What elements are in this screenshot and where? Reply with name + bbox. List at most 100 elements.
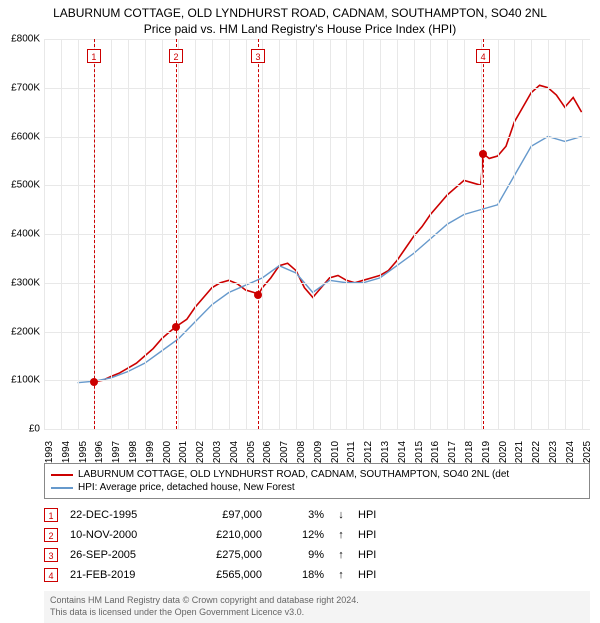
sale-row: 122-DEC-1995£97,0003%↓HPI <box>44 505 590 525</box>
sale-price: £565,000 <box>182 569 262 581</box>
marker-box: 1 <box>87 49 101 63</box>
y-tick-label: £200K <box>11 326 40 337</box>
series-line-property <box>94 327 176 382</box>
grid-line-v <box>464 39 465 429</box>
arrow-icon: ↑ <box>336 529 346 541</box>
marker-box: 2 <box>169 49 183 63</box>
legend-label-property: LABURNUM COTTAGE, OLD LYNDHURST ROAD, CA… <box>78 469 509 480</box>
grid-line-h <box>44 185 590 186</box>
x-tick-label: 2022 <box>531 441 542 463</box>
sale-hpi: HPI <box>358 569 388 581</box>
sale-num: 1 <box>44 508 58 522</box>
marker-line <box>483 39 484 429</box>
x-tick-label: 1993 <box>44 441 55 463</box>
grid-line-h <box>44 88 590 89</box>
grid-line-v <box>262 39 263 429</box>
grid-line-v <box>145 39 146 429</box>
grid-line-v <box>582 39 583 429</box>
grid-line-h <box>44 380 590 381</box>
grid-line-v <box>531 39 532 429</box>
grid-line-v <box>162 39 163 429</box>
sales-table: 122-DEC-1995£97,0003%↓HPI210-NOV-2000£21… <box>44 505 590 585</box>
grid-line-v <box>44 39 45 429</box>
y-tick-label: £800K <box>11 34 40 45</box>
grid-line-v <box>178 39 179 429</box>
grid-line-v <box>212 39 213 429</box>
grid-line-v <box>447 39 448 429</box>
grid-line-v <box>363 39 364 429</box>
x-tick-label: 2007 <box>279 441 290 463</box>
sale-hpi: HPI <box>358 549 388 561</box>
grid-line-v <box>514 39 515 429</box>
footnote-line2: This data is licensed under the Open Gov… <box>50 607 584 619</box>
x-tick-label: 1996 <box>94 441 105 463</box>
grid-line-v <box>498 39 499 429</box>
grid-line-v <box>78 39 79 429</box>
legend: LABURNUM COTTAGE, OLD LYNDHURST ROAD, CA… <box>44 463 590 499</box>
x-tick-label: 1998 <box>128 441 139 463</box>
x-tick-label: 2020 <box>498 441 509 463</box>
sale-row: 3 26-SEP-2005 £275,000 9% ↑ HPI <box>44 545 590 565</box>
legend-swatch-hpi <box>51 487 73 489</box>
chart-container: LABURNUM COTTAGE, OLD LYNDHURST ROAD, CA… <box>0 0 600 620</box>
sale-date: 22-DEC-1995 <box>70 509 170 521</box>
x-tick-label: 1994 <box>61 441 72 463</box>
sale-price: £275,000 <box>182 549 262 561</box>
sale-num: 3 <box>44 548 58 562</box>
x-tick-label: 2025 <box>582 441 593 463</box>
arrow-icon: ↓ <box>336 509 346 521</box>
legend-label-hpi: HPI: Average price, detached house, New … <box>78 482 295 493</box>
x-tick-label: 2000 <box>162 441 173 463</box>
x-tick-label: 2015 <box>414 441 425 463</box>
grid-line-v <box>61 39 62 429</box>
sale-row: 421-FEB-2019£565,00018%↑HPI <box>44 565 590 585</box>
marker-line <box>258 39 259 429</box>
x-tick-label: 2014 <box>397 441 408 463</box>
x-tick-label: 2006 <box>262 441 273 463</box>
marker-dot <box>172 323 180 331</box>
sale-hpi: HPI <box>358 529 388 541</box>
x-tick-label: 1999 <box>145 441 156 463</box>
title-block: LABURNUM COTTAGE, OLD LYNDHURST ROAD, CA… <box>0 0 600 39</box>
x-tick-label: 1995 <box>78 441 89 463</box>
grid-line-v <box>346 39 347 429</box>
x-tick-label: 2024 <box>565 441 576 463</box>
sale-num: 4 <box>44 568 58 582</box>
x-tick-label: 2023 <box>548 441 559 463</box>
marker-line <box>94 39 95 429</box>
sale-row: 210-NOV-2000£210,00012%↑HPI <box>44 525 590 545</box>
x-tick-label: 2012 <box>363 441 374 463</box>
y-tick-label: £100K <box>11 375 40 386</box>
sale-num: 2 <box>44 528 58 542</box>
chart-area: £0£100K£200K£300K£400K£500K£600K£700K£80… <box>44 39 590 429</box>
plot-area: 1234 <box>44 39 590 429</box>
x-tick-label: 1997 <box>111 441 122 463</box>
arrow-icon: ↑ <box>336 549 346 561</box>
x-tick-label: 2010 <box>330 441 341 463</box>
y-tick-label: £500K <box>11 180 40 191</box>
y-axis: £0£100K£200K£300K£400K£500K£600K£700K£80… <box>0 39 42 429</box>
grid-line-h <box>44 429 590 430</box>
x-tick-label: 2003 <box>212 441 223 463</box>
sale-pct: 3% <box>274 509 324 521</box>
legend-swatch-property <box>51 474 73 476</box>
marker-dot <box>254 291 262 299</box>
sale-date: 10-NOV-2000 <box>70 529 170 541</box>
x-tick-label: 2016 <box>430 441 441 463</box>
x-tick-label: 2017 <box>447 441 458 463</box>
y-tick-label: £400K <box>11 229 40 240</box>
grid-line-v <box>246 39 247 429</box>
y-tick-label: £700K <box>11 82 40 93</box>
grid-line-v <box>111 39 112 429</box>
legend-item-property: LABURNUM COTTAGE, OLD LYNDHURST ROAD, CA… <box>51 468 583 481</box>
title-subtitle: Price paid vs. HM Land Registry's House … <box>8 22 592 38</box>
legend-item-hpi: HPI: Average price, detached house, New … <box>51 481 583 494</box>
sale-date: 26-SEP-2005 <box>70 549 170 561</box>
grid-line-v <box>195 39 196 429</box>
grid-line-v <box>430 39 431 429</box>
sale-pct: 9% <box>274 549 324 561</box>
sale-price: £97,000 <box>182 509 262 521</box>
series-line-property <box>258 154 483 298</box>
grid-line-v <box>565 39 566 429</box>
grid-line-v <box>296 39 297 429</box>
